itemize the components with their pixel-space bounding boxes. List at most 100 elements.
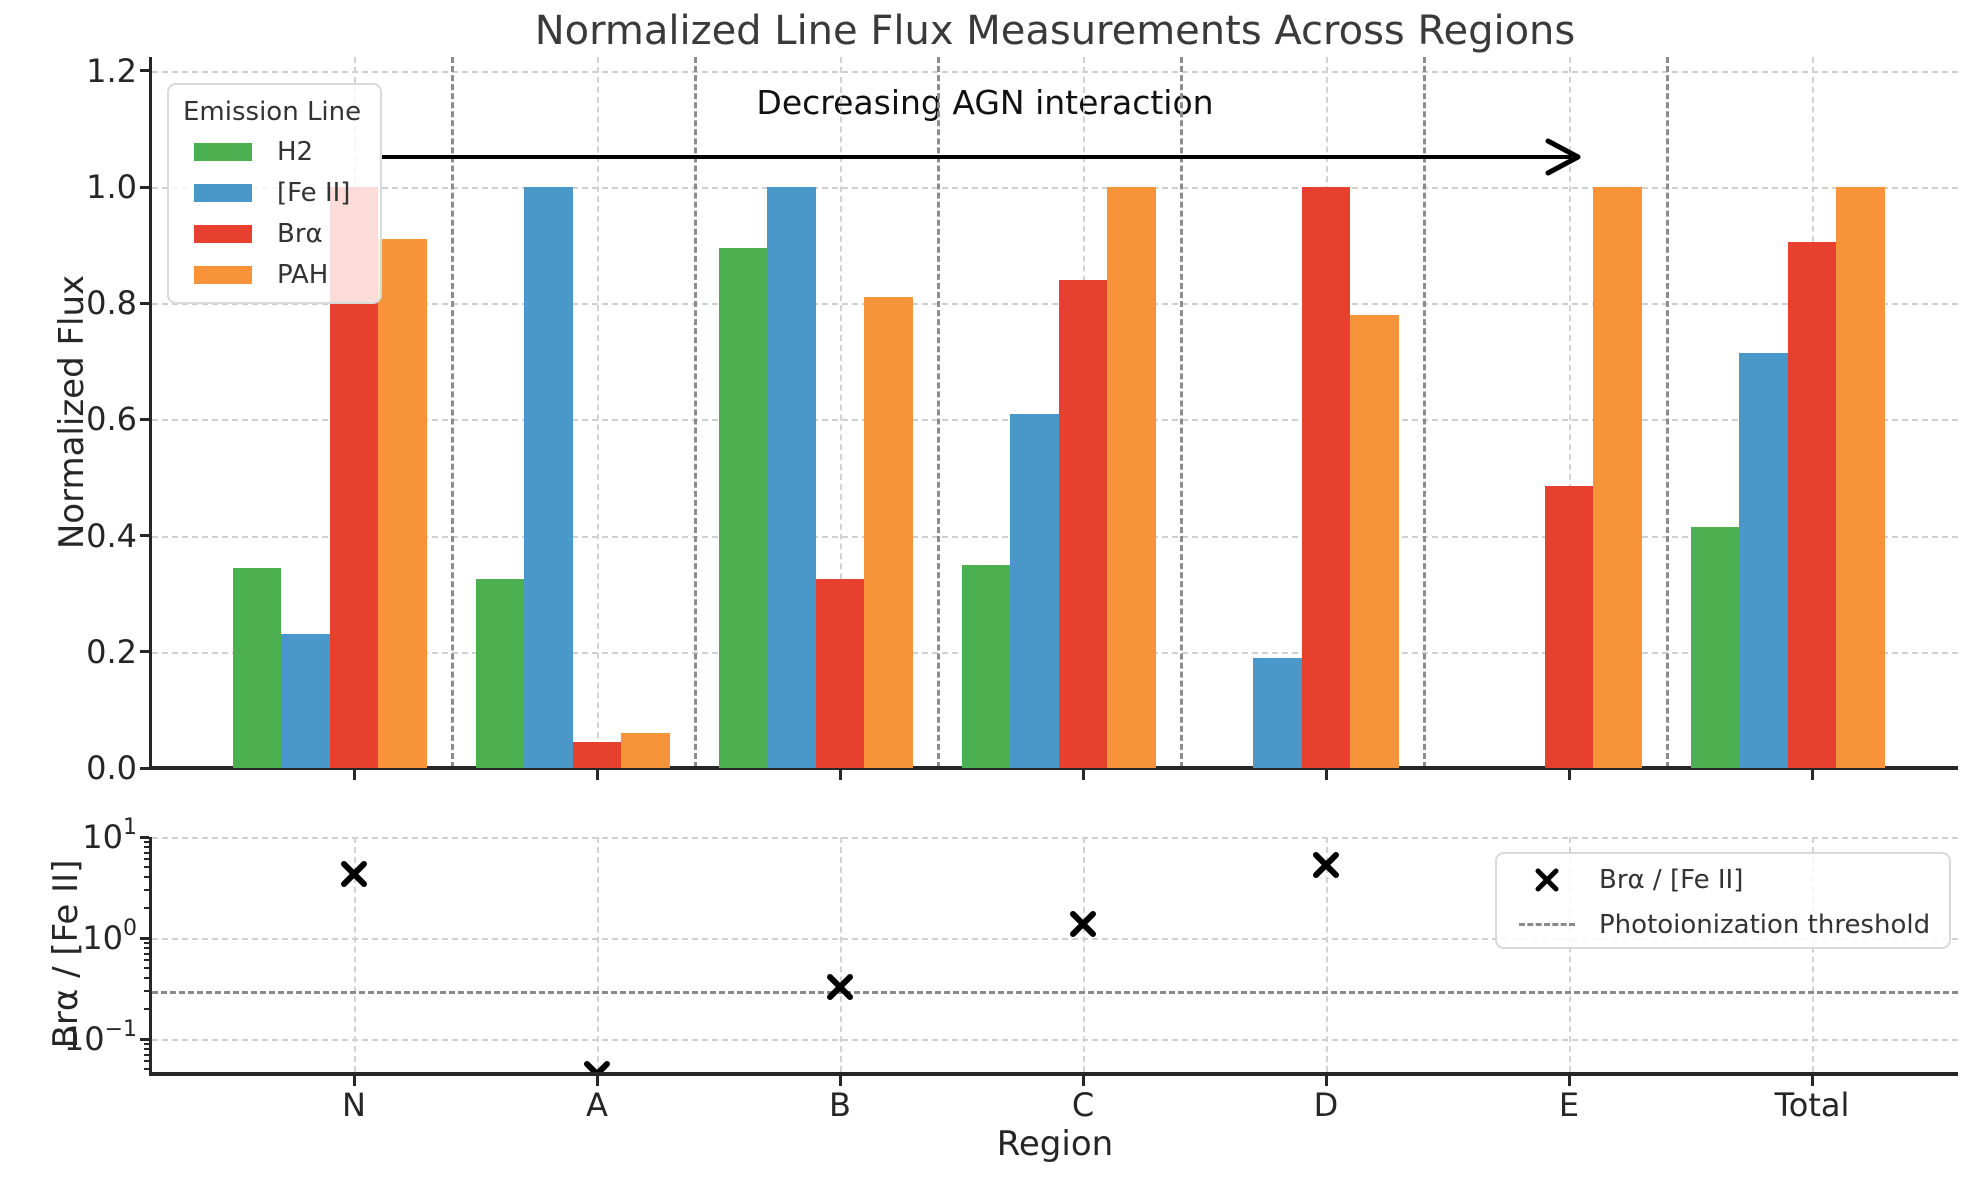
xtick-label: B: [829, 1086, 851, 1124]
ytick-minor: [144, 1047, 149, 1050]
group-separator: [694, 57, 697, 768]
gridline-x: [1083, 837, 1085, 1072]
bottom-spine-top: [152, 766, 1958, 770]
ytick-label-top: 1.2: [86, 51, 137, 90]
gridline-y-log: [152, 1039, 1958, 1041]
ytick-label-top: 1.0: [86, 168, 137, 206]
ratio-marker-a: [584, 1061, 610, 1072]
threshold-line: [152, 990, 1958, 994]
bottom-scatter-panel: Brα / [Fe II] Photoionization threshold: [152, 837, 1958, 1072]
xtick-mark-top: [838, 770, 842, 780]
ytick-minor: [144, 858, 149, 861]
xtick-label: A: [586, 1086, 608, 1124]
gridline-y-log: [152, 938, 1958, 940]
bar-pah-total: [1836, 187, 1885, 768]
bar-feii-a: [524, 187, 573, 768]
bar-feii-n: [281, 634, 330, 768]
ytick-minor: [144, 1068, 149, 1071]
left-spine-top: [149, 57, 152, 770]
xtick-label: E: [1558, 1086, 1580, 1124]
group-separator: [1180, 57, 1183, 768]
x-axis-label: Region: [996, 1124, 1114, 1164]
gridline-x: [597, 837, 599, 1072]
legend-entry-label: PAH: [277, 259, 329, 290]
xtick-mark-bottom: [1324, 1076, 1328, 1086]
gridline-x: [597, 57, 599, 768]
left-spine-bottom: [149, 837, 152, 1076]
bar-pah-c: [1107, 187, 1156, 768]
ytick-mark: [140, 69, 149, 73]
ytick-minor: [144, 876, 149, 879]
legend-swatch: [194, 265, 252, 284]
gridline-x: [1812, 837, 1814, 1072]
xtick-mark-top: [352, 770, 356, 780]
bar-feii-c: [1010, 413, 1059, 768]
xtick-label: Total: [1774, 1086, 1850, 1124]
legend-threshold-label: Photoionization threshold: [1599, 909, 1931, 940]
ytick-mark: [140, 766, 149, 770]
legend-entry: H2: [194, 131, 380, 172]
xtick-mark-bottom: [1567, 1076, 1571, 1086]
ytick-mark: [140, 650, 149, 654]
ytick-label-top: 0.4: [86, 516, 137, 555]
xtick-mark-bottom: [1810, 1076, 1814, 1086]
bar-h2-b: [718, 248, 768, 768]
annotation-text: Decreasing AGN interaction: [756, 83, 1214, 122]
bar-pah-n: [378, 239, 427, 768]
ytick-minor: [144, 977, 149, 980]
ytick-label-top: 0.0: [86, 749, 137, 787]
ytick-minor: [144, 851, 149, 854]
chart-title: Normalized Line Flux Measurements Across…: [534, 8, 1576, 54]
ytick-minor: [144, 845, 149, 848]
gridline-y: [152, 303, 1958, 306]
legend-ratio-label: Brα / [Fe II]: [1599, 864, 1744, 895]
bar-feii-total: [1739, 352, 1788, 768]
ytick-mark: [140, 835, 149, 839]
ytick-minor: [144, 1060, 149, 1063]
xtick-mark-top: [595, 770, 599, 780]
emission-line-legend: Emission Line H2 [Fe II] Brα PAH: [167, 83, 382, 304]
ratio-marker-b: [827, 974, 853, 1001]
ratio-legend: Brα / [Fe II] Photoionization threshold: [1495, 852, 1951, 949]
ytick-minor: [144, 1053, 149, 1056]
legend-entry: PAH: [194, 254, 380, 295]
ytick-minor: [144, 906, 149, 909]
ratio-marker-n: [341, 860, 367, 887]
xtick-label: D: [1313, 1086, 1339, 1124]
gridline-y: [152, 70, 1958, 73]
bar-h2-n: [232, 567, 282, 768]
ytick-minor: [144, 952, 149, 955]
ytick-label-bottom: 101: [82, 815, 137, 856]
ytick-minor: [144, 1007, 149, 1010]
bottom-spine-bottom: [152, 1072, 1958, 1076]
ytick-mark: [140, 301, 149, 305]
xtick-label: C: [1071, 1086, 1095, 1124]
ytick-minor: [144, 959, 149, 962]
bar-feii-d: [1253, 657, 1302, 768]
bar-h2-c: [961, 564, 1011, 768]
legend-swatch: [194, 183, 252, 202]
ytick-minor: [144, 840, 149, 843]
top-bar-chart-panel: Decreasing AGN interaction Emission Line…: [152, 57, 1958, 768]
gridline-x: [840, 57, 842, 768]
xtick-label: N: [342, 1086, 366, 1124]
legend-swatch: [194, 224, 252, 243]
bar-h2-total: [1690, 526, 1740, 768]
ytick-minor: [144, 989, 149, 992]
xtick-mark-bottom: [352, 1076, 356, 1086]
legend-title: Emission Line: [183, 97, 362, 127]
ytick-minor: [144, 1042, 149, 1045]
bar-pah-e: [1593, 187, 1642, 768]
group-separator: [1666, 57, 1669, 768]
gridline-x: [1569, 837, 1571, 1072]
legend-entry: [Fe II]: [194, 172, 380, 213]
ytick-mark: [140, 936, 149, 940]
dashed-line-icon: [1517, 923, 1577, 926]
ratio-marker-d: [1313, 852, 1339, 879]
bar-br-b: [815, 579, 865, 768]
ytick-minor: [144, 946, 149, 949]
bar-br-e: [1544, 486, 1594, 768]
bar-pah-b: [864, 297, 913, 768]
bar-h2-a: [475, 579, 525, 768]
